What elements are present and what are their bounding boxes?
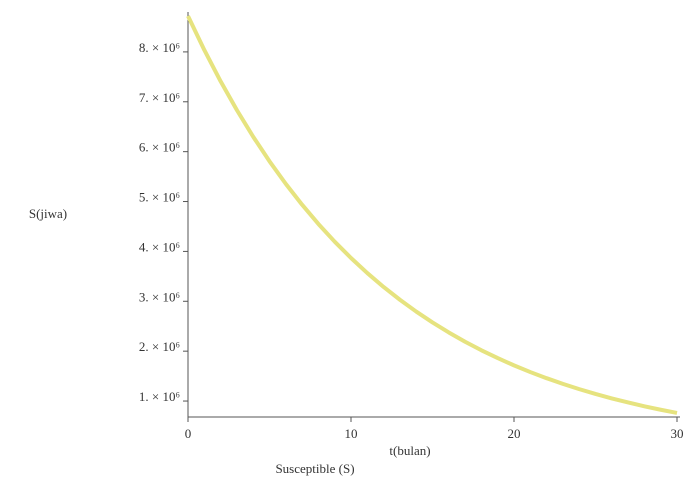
chart: S(jiwa) t(bulan) Susceptible (S) 1. × 10… (0, 0, 685, 477)
x-tick-label: 10 (345, 426, 358, 441)
y-tick-label: 2. × 10⁶ (139, 339, 180, 354)
x-tick-label: 20 (508, 426, 521, 441)
x-tick-label: 30 (671, 426, 684, 441)
y-tick-label: 5. × 10⁶ (139, 190, 180, 205)
y-tick-label: 7. × 10⁶ (139, 90, 180, 105)
x-axis-label: t(bulan) (389, 443, 430, 458)
y-tick-label: 4. × 10⁶ (139, 239, 180, 254)
x-tick-label: 0 (185, 426, 192, 441)
y-tick-label: 1. × 10⁶ (139, 389, 180, 404)
y-axis-label: S(jiwa) (29, 206, 67, 221)
y-tick-label: 6. × 10⁶ (139, 140, 180, 155)
line (188, 16, 677, 413)
y-tick-label: 8. × 10⁶ (139, 40, 180, 55)
chart-title: Susceptible (S) (275, 461, 354, 476)
y-tick-label: 3. × 10⁶ (139, 289, 180, 304)
